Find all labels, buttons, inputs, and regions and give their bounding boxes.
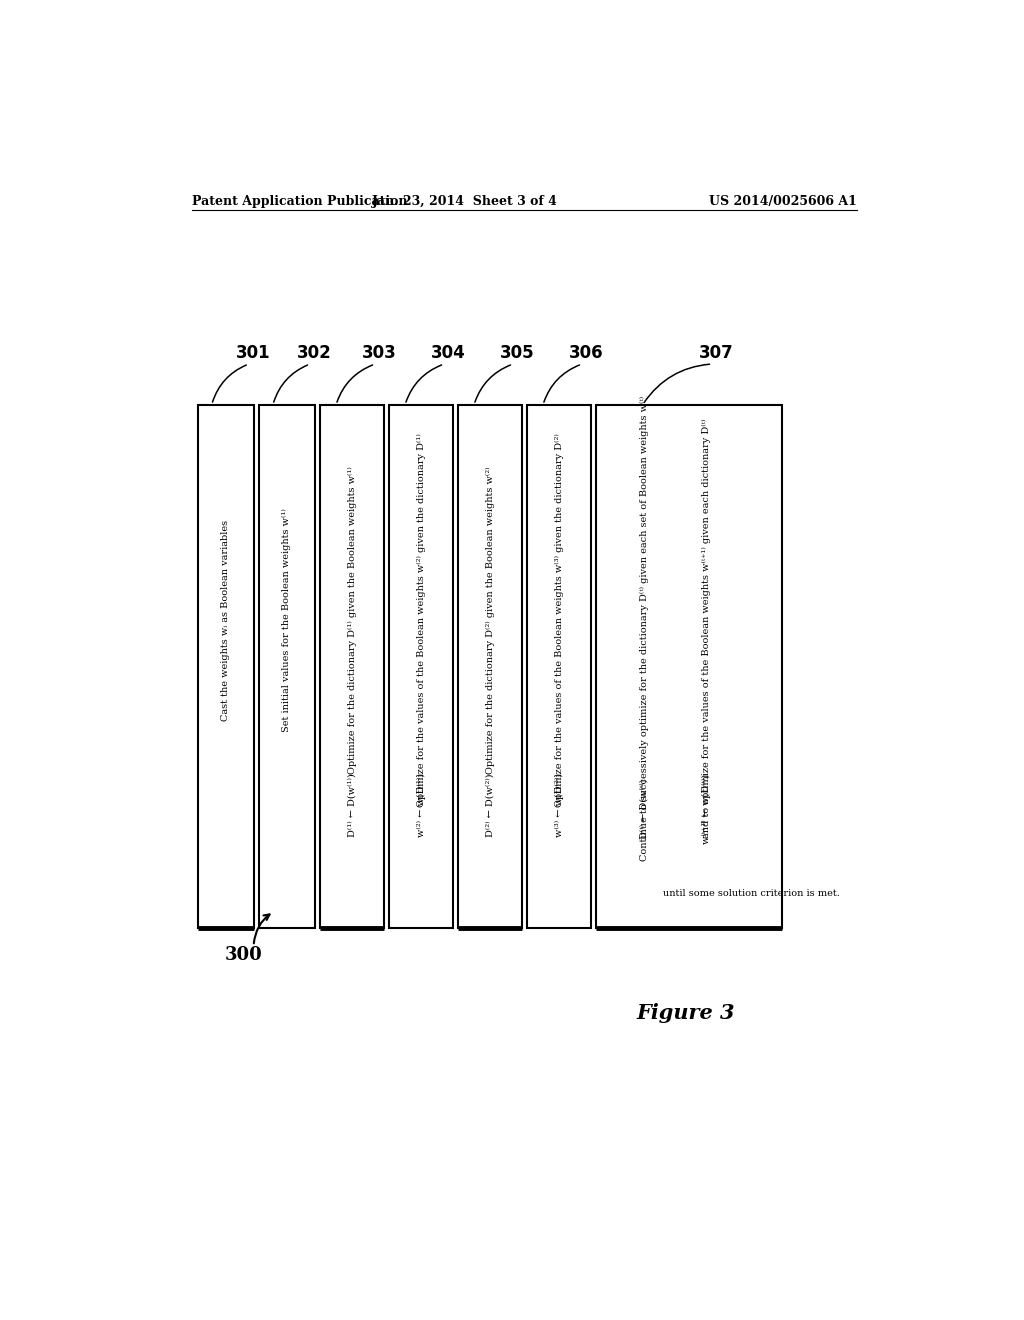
Text: Optimize for the dictionary D⁽²⁾ given the Boolean weights w⁽²⁾: Optimize for the dictionary D⁽²⁾ given t… <box>485 467 495 774</box>
Text: 303: 303 <box>361 345 396 363</box>
Text: 300: 300 <box>225 946 262 965</box>
Text: w⁽³⁾ ← w(D⁽²⁾): w⁽³⁾ ← w(D⁽²⁾) <box>554 774 563 837</box>
Bar <box>321 405 384 928</box>
Text: US 2014/0025606 A1: US 2014/0025606 A1 <box>709 195 856 209</box>
Text: Jan. 23, 2014  Sheet 3 of 4: Jan. 23, 2014 Sheet 3 of 4 <box>372 195 558 209</box>
Text: D⁽ᵗ⁾ ← D(w⁽ᵗ⁾): D⁽ᵗ⁾ ← D(w⁽ᵗ⁾) <box>640 779 648 840</box>
Text: Set initial values for the Boolean weights w⁽¹⁾: Set initial values for the Boolean weigh… <box>283 508 292 733</box>
Bar <box>458 405 521 928</box>
Text: 302: 302 <box>297 345 332 363</box>
Bar <box>198 405 254 928</box>
Bar <box>527 405 591 928</box>
Text: Cast the weights wᵢ as Boolean variables: Cast the weights wᵢ as Boolean variables <box>221 520 230 721</box>
Text: and to optimize for the values of the Boolean weights w⁽ᵗ⁺¹⁾ given each dictiona: and to optimize for the values of the Bo… <box>701 418 711 838</box>
Bar <box>259 405 314 928</box>
Text: 307: 307 <box>698 345 733 363</box>
Text: 306: 306 <box>568 345 603 363</box>
Text: 301: 301 <box>236 345 270 363</box>
Text: Optimize for the dictionary D⁽¹⁾ given the Boolean weights w⁽¹⁾: Optimize for the dictionary D⁽¹⁾ given t… <box>347 466 356 775</box>
Text: Patent Application Publication: Patent Application Publication <box>193 195 408 209</box>
Text: D⁽¹⁾ ← D(w⁽¹⁾): D⁽¹⁾ ← D(w⁽¹⁾) <box>347 774 356 837</box>
Text: 305: 305 <box>500 345 535 363</box>
Text: Optimize for the values of the Boolean weights w⁽³⁾ given the dictionary D⁽²⁾: Optimize for the values of the Boolean w… <box>554 433 563 808</box>
Text: Optimize for the values of the Boolean weights w⁽²⁾ given the dictionary D⁽¹⁾: Optimize for the values of the Boolean w… <box>417 433 426 808</box>
Text: Figure 3: Figure 3 <box>637 1003 735 1023</box>
Text: w⁽ᵗ⁺¹⁾ ← w(D⁽ᵗ⁾): w⁽ᵗ⁺¹⁾ ← w(D⁽ᵗ⁾) <box>701 774 711 843</box>
Text: Continue to successively optimize for the dictionary D⁽ᵗ⁾ given each set of Bool: Continue to successively optimize for th… <box>640 396 649 861</box>
Text: 304: 304 <box>431 345 466 363</box>
Text: w⁽²⁾ ← w(D⁽¹⁾): w⁽²⁾ ← w(D⁽¹⁾) <box>417 774 425 837</box>
Text: D⁽²⁾ ← D(w⁽²⁾): D⁽²⁾ ← D(w⁽²⁾) <box>485 774 495 837</box>
Bar <box>389 405 453 928</box>
Bar <box>596 405 782 928</box>
Text: until some solution criterion is met.: until some solution criterion is met. <box>663 890 840 898</box>
